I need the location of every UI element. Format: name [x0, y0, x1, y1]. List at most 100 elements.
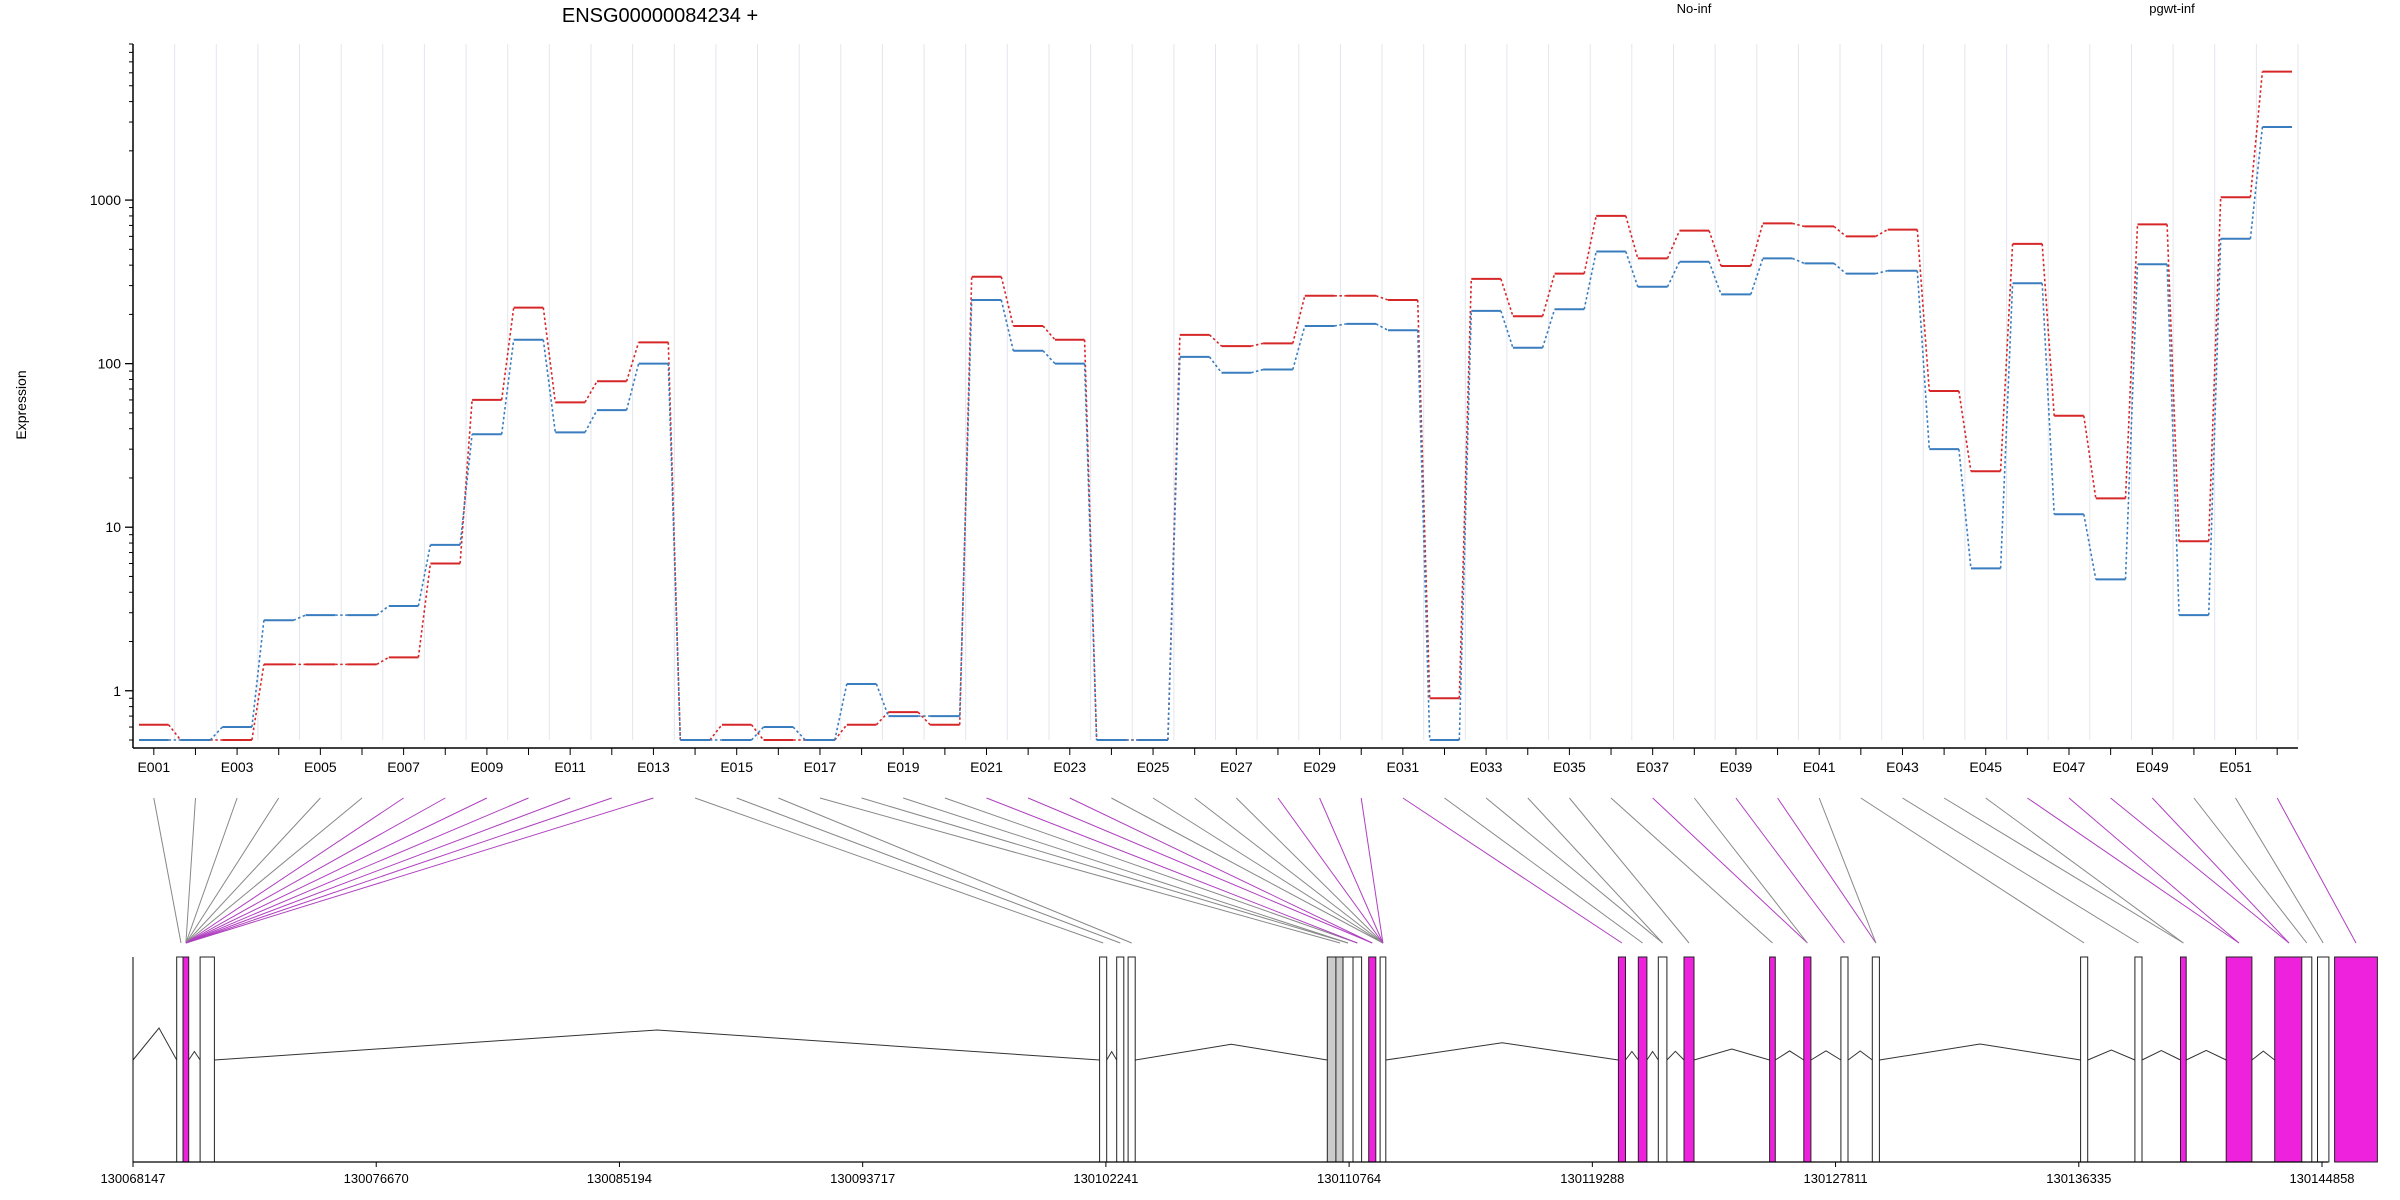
exon-connector [1194, 797, 1384, 944]
exon-connector [2068, 797, 2240, 944]
exon-block [1099, 956, 1108, 1163]
intron-line [2141, 1049, 2181, 1061]
exon-connector [1360, 797, 1384, 944]
exon-connector [1652, 797, 1808, 944]
legend-pgwt-inf: pgwt-inf [2149, 1, 2195, 16]
exon-connector [1818, 797, 1877, 944]
exon-connector [819, 797, 1341, 944]
exon-connector [185, 797, 654, 944]
series-step [1792, 222, 1805, 228]
exon-block [2301, 956, 2313, 1163]
series-step [2207, 197, 2222, 542]
exon-tick-label: E009 [471, 759, 504, 775]
exon-block [2225, 956, 2253, 1163]
series-lines [139, 70, 2292, 741]
exon-block [1127, 956, 1136, 1163]
exon-block [1657, 956, 1668, 1163]
axes: 1 10 100 1000 [90, 43, 2298, 755]
intron-line [1810, 1050, 1842, 1061]
intron-line [1775, 1050, 1805, 1061]
coord-tick-label: 130119288 [1560, 1171, 1624, 1186]
coord-tick-label: 130085194 [587, 1171, 652, 1186]
series-step [1541, 309, 1556, 349]
exon-connector [185, 797, 446, 944]
exon-connector [185, 797, 529, 944]
series-step [1500, 278, 1514, 317]
exon-connector [1527, 797, 1663, 944]
exon-connector [185, 797, 238, 944]
series-no-inf [139, 70, 2292, 741]
exon-tick-label: E011 [554, 759, 586, 775]
exon-connector [944, 797, 1358, 944]
exon-connector [1860, 797, 2085, 944]
exon-tick-label: E037 [1636, 759, 1669, 775]
exon-block [182, 956, 190, 1163]
exon-block [1342, 956, 1354, 1163]
intron-line [1625, 1050, 1639, 1061]
series-step [834, 724, 848, 741]
coord-tick-label: 130136335 [2046, 1171, 2111, 1186]
intron-line [1666, 1050, 1685, 1061]
exon-connector [185, 797, 404, 944]
exon-connector [1444, 797, 1643, 944]
exon-block [2334, 956, 2378, 1163]
exon-connector [1902, 797, 2139, 944]
series-step [1500, 310, 1514, 349]
exon-tick-label: E035 [1553, 759, 1586, 775]
series-step [625, 342, 640, 382]
series-step [750, 724, 765, 741]
series-step [1792, 257, 1805, 265]
y-tick-label: 10 [105, 519, 121, 535]
y-tick-label: 1000 [90, 192, 121, 208]
exon-connector [153, 797, 182, 944]
exon-tick-label: E003 [221, 759, 254, 775]
series-step [2083, 514, 2097, 580]
exon-block [1379, 956, 1387, 1163]
exon-tick-label: E039 [1720, 759, 1753, 775]
series-step [1416, 330, 1431, 741]
exon-connector [1319, 797, 1384, 944]
intron-line [2185, 1049, 2227, 1061]
exon-connector [1985, 797, 2184, 944]
coord-tick-label: 130110764 [1317, 1171, 1381, 1186]
exon-connector [185, 797, 363, 944]
genomic-coordinate-axis: 130068147 130076670 130085194 130093717 1301… [100, 1162, 2355, 1186]
exon-connector [861, 797, 1349, 944]
series-step [1208, 356, 1223, 374]
exon-block [2274, 956, 2304, 1163]
exon-connector [1735, 797, 1845, 944]
exon-block [1871, 956, 1880, 1163]
exon-connector [1111, 797, 1384, 944]
series-step [417, 563, 432, 658]
exon-connector [2027, 797, 2240, 944]
series-step [1000, 299, 1015, 351]
series-step [459, 399, 473, 564]
exon-block [199, 956, 215, 1163]
exon-tick-label: E043 [1886, 759, 1919, 775]
series-step [459, 434, 473, 545]
series-step [2041, 243, 2055, 416]
series-step [875, 683, 890, 717]
exon-block [1803, 956, 1812, 1163]
exon-block [1368, 956, 1377, 1163]
series-step [376, 656, 390, 666]
exon-tick-label: E047 [2053, 759, 2086, 775]
exon-block [2180, 956, 2187, 1163]
exon-tick-label: E027 [1220, 759, 1253, 775]
series-step [500, 339, 515, 435]
exon-connector [1152, 797, 1384, 944]
exon-connector [185, 797, 612, 944]
series-step [1292, 295, 1306, 344]
series-step [1625, 251, 1639, 288]
series-step [1916, 229, 1931, 392]
y-tick-label: 1 [113, 683, 121, 699]
series-step [584, 380, 598, 403]
exon-connectors [153, 797, 2357, 944]
intron-line [1879, 1043, 2081, 1061]
exon-connector [1027, 797, 1373, 944]
exon-block [2134, 956, 2143, 1163]
intron-line [188, 1050, 201, 1061]
series-step [1416, 299, 1431, 699]
series-step [1875, 228, 1889, 238]
